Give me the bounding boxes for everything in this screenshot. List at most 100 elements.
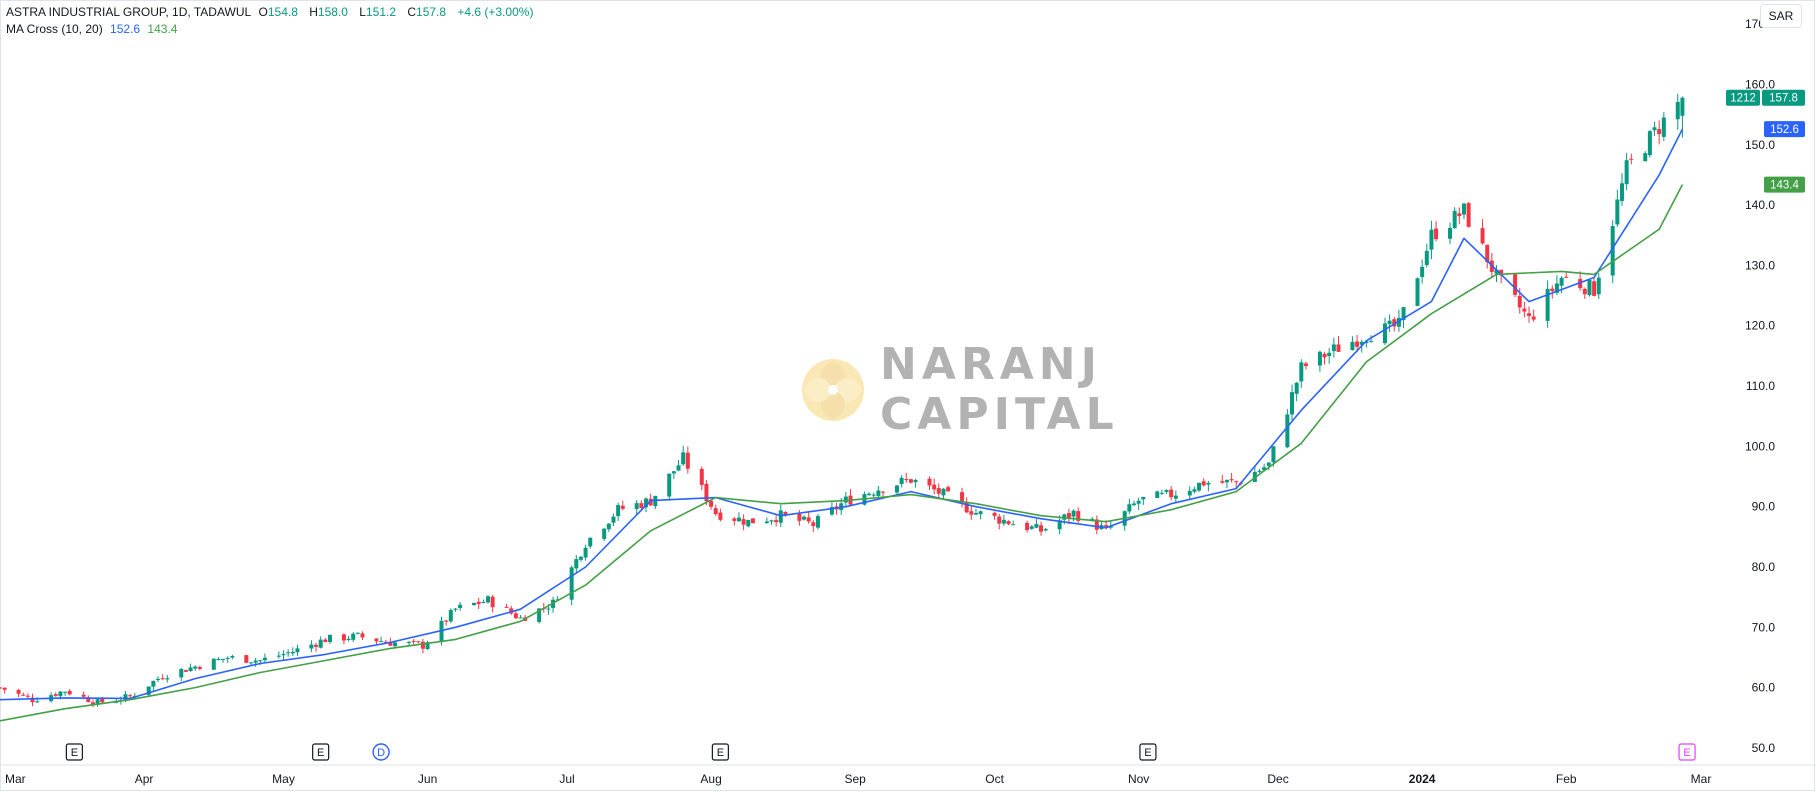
candle [606, 523, 611, 532]
candle [360, 631, 365, 640]
candle [899, 475, 904, 488]
candle [1127, 498, 1132, 515]
candle [1034, 518, 1039, 529]
candle [295, 644, 300, 656]
earnings-event-marker[interactable]: E [711, 743, 729, 761]
candle [490, 594, 495, 613]
candle [1257, 468, 1262, 473]
indicator-legend[interactable]: MA Cross (10, 20) 152.6 143.4 [6, 22, 181, 36]
candle [736, 512, 741, 522]
candle [1169, 485, 1174, 501]
candle [1294, 381, 1299, 402]
candle [1057, 515, 1062, 535]
candle [769, 519, 774, 525]
candle [383, 639, 388, 643]
candle [374, 638, 379, 645]
candle [1420, 259, 1425, 284]
candle [699, 466, 704, 491]
candle [639, 500, 644, 510]
candle [151, 680, 156, 691]
candle [588, 537, 593, 549]
high-label: H [309, 5, 318, 19]
candle [713, 504, 718, 516]
candle [481, 599, 486, 604]
candle [49, 692, 54, 703]
candle [0, 686, 2, 689]
candle [1382, 317, 1387, 345]
currency-button[interactable]: SAR [1760, 4, 1802, 28]
candle [1029, 525, 1034, 530]
candle [230, 654, 235, 660]
candle [1494, 265, 1499, 283]
candle [21, 692, 26, 697]
candle [504, 604, 509, 608]
candle [2, 687, 7, 694]
x-tick-label: Dec [1267, 772, 1288, 786]
candle [1164, 489, 1169, 495]
candle [681, 445, 686, 466]
candle [281, 650, 286, 660]
candle [634, 500, 639, 515]
candle [1587, 278, 1592, 297]
indicator-title[interactable]: MA Cross (10, 20) [6, 22, 103, 36]
candle [1624, 152, 1629, 191]
candle [458, 601, 463, 611]
candle [867, 492, 872, 497]
candle [323, 638, 328, 643]
candle [997, 513, 1002, 530]
candle [709, 500, 714, 510]
close-value: 157.8 [416, 5, 447, 19]
earnings-event-marker[interactable]: E [65, 743, 83, 761]
high-value: 158.0 [317, 5, 348, 19]
time-axis[interactable]: Mar Apr May Jun Jul Aug Sep Oct Nov Dec 2024 Feb Mar [0, 764, 1816, 786]
candle [416, 640, 421, 644]
candle [1336, 336, 1341, 352]
y-tick-label: 50.0 [1752, 741, 1776, 755]
y-tick-label: 80.0 [1752, 560, 1776, 574]
candle [992, 511, 997, 520]
candle [741, 514, 746, 531]
y-tick-label: 130.0 [1745, 258, 1775, 272]
change-value: +4.6 (+3.00%) [457, 5, 534, 19]
earnings-event-marker[interactable]: E [312, 743, 330, 761]
candle [1452, 207, 1457, 229]
candle [476, 597, 481, 609]
candle [746, 519, 751, 528]
candle [1155, 490, 1160, 499]
x-tick-label: Jul [559, 772, 574, 786]
candle [156, 676, 161, 683]
candle [913, 478, 918, 488]
naranj-logo-icon [802, 359, 864, 421]
candle [932, 478, 937, 495]
candle [165, 675, 170, 683]
candle [444, 619, 449, 626]
candle [188, 663, 193, 672]
candle [1220, 474, 1225, 484]
y-tick-label: 70.0 [1752, 620, 1776, 634]
candle [128, 693, 133, 698]
symbol-legend[interactable]: ASTRA INDUSTRIAL GROUP, 1D, TADAWUL O154… [6, 5, 537, 19]
price-axis[interactable]: 170.0160.0150.0140.0130.0120.0110.0100.0… [1745, 17, 1775, 755]
symbol-title[interactable]: ASTRA INDUSTRIAL GROUP, 1D, TADAWUL [6, 5, 252, 19]
candle [1499, 269, 1504, 284]
candle [1582, 287, 1587, 299]
upcoming-event-marker[interactable]: E [1678, 743, 1696, 761]
dividend-event-marker[interactable]: D [372, 743, 390, 761]
candle [1322, 351, 1327, 365]
candle [509, 605, 514, 616]
ma10-value: 152.6 [110, 22, 141, 36]
candle [1559, 276, 1564, 294]
candle [1136, 497, 1141, 510]
candle [1545, 280, 1550, 328]
candle [1643, 151, 1648, 162]
event-label: D [377, 747, 385, 759]
candle [616, 502, 621, 521]
earnings-event-marker[interactable]: E [1139, 743, 1157, 761]
watermark: NARANJ CAPITAL [800, 340, 1119, 440]
candle [1596, 272, 1601, 300]
candle [1652, 121, 1657, 136]
candle [1619, 173, 1624, 206]
open-label: O [258, 5, 268, 19]
